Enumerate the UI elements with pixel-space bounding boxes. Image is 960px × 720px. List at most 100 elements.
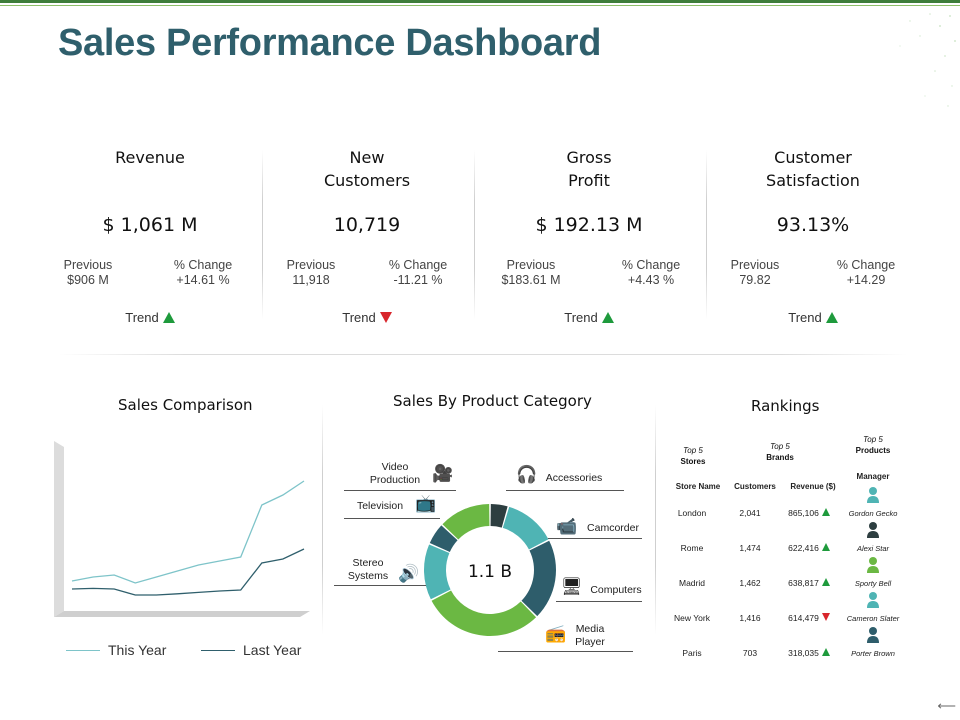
kpi-trend: Trend xyxy=(494,310,684,325)
change-value: +14.29 xyxy=(846,273,886,287)
manager-avatar-icon xyxy=(866,556,880,573)
kpi-value: 10,719 xyxy=(333,214,401,236)
trend-label: Trend xyxy=(342,310,376,325)
series-line-last-year xyxy=(71,548,305,596)
sales-comparison-title: Sales Comparison xyxy=(118,396,253,414)
stereo-icon: 🔊 xyxy=(398,564,420,583)
label-leader-line xyxy=(344,518,440,519)
customer-count: 703 xyxy=(742,648,758,658)
product-category-title: Sales By Product Category xyxy=(393,392,592,410)
change-value: +14.61 % xyxy=(176,273,230,287)
video-camera-icon: 🎥 xyxy=(432,464,454,483)
kpi-title: Gross Profit xyxy=(566,148,612,190)
kpi-customer-satisfaction: Customer Satisfaction 93.13% Previous 79.… xyxy=(718,140,908,340)
kpi-change: % Change +14.61 % xyxy=(158,258,248,288)
revenue-value: 865,106 xyxy=(780,508,838,518)
top-accent-line xyxy=(0,5,960,6)
kpi-title: Customer Satisfaction xyxy=(766,148,860,190)
customer-count: 2,041 xyxy=(739,508,761,518)
trend-label: Trend xyxy=(125,310,159,325)
label-television: Television xyxy=(356,500,404,512)
trend-up-icon xyxy=(821,508,830,516)
rankings-title: Rankings xyxy=(751,397,820,415)
legend-label: This Year xyxy=(108,642,167,658)
trend-up-icon xyxy=(821,578,830,586)
change-label: % Change xyxy=(388,258,448,272)
donut-slice-0 xyxy=(490,504,508,528)
manager-avatar-icon xyxy=(866,521,880,538)
label-camcorder: Camcorder xyxy=(587,522,639,534)
legend-line-icon xyxy=(201,650,235,651)
kpi-new-customers: New Customers 10,719 Previous 11,918 % Ch… xyxy=(272,140,462,340)
change-label: % Change xyxy=(836,258,896,272)
kpi-divider xyxy=(706,150,707,320)
kpi-value: $ 1,061 M xyxy=(102,214,198,236)
legend-this-year: This Year xyxy=(66,642,166,658)
manager-avatar-icon xyxy=(866,626,880,643)
kpi-change: % Change -11.21 % xyxy=(373,258,463,288)
page-title: Sales Performance Dashboard xyxy=(58,22,602,64)
kpi-revenue: Revenue $ 1,061 M Previous $906 M % Chang… xyxy=(55,140,245,340)
label-leader-line xyxy=(334,585,426,586)
header-line: Products xyxy=(855,446,891,455)
manager-avatar-icon xyxy=(866,591,880,608)
kpi-previous: Previous $906 M xyxy=(43,258,133,288)
donut-center-label: 1.1 B xyxy=(467,562,513,582)
header-line: Top 5 xyxy=(770,442,790,451)
manager-name: Gordon Gecko xyxy=(848,509,898,518)
change-label: % Change xyxy=(621,258,681,272)
camcorder-icon: 📹 xyxy=(556,517,578,536)
kpi-previous: Previous $183.61 M xyxy=(486,258,576,288)
legend-line-icon xyxy=(66,650,100,651)
col-revenue: Revenue ($) xyxy=(790,482,836,491)
donut-slice-6 xyxy=(442,504,490,540)
computer-icon: 🖥 xyxy=(561,577,583,596)
label-computers: Computers xyxy=(590,584,642,596)
trend-down-icon xyxy=(379,312,392,323)
trend-label: Trend xyxy=(788,310,822,325)
donut-slice-1 xyxy=(502,506,549,550)
manager-name: Porter Brown xyxy=(851,649,895,658)
headset-icon: 🎧 xyxy=(516,465,538,484)
manager-avatar-icon xyxy=(866,486,880,503)
col-manager: Manager xyxy=(856,472,890,481)
previous-label: Previous xyxy=(63,258,113,272)
donut-slice-2 xyxy=(521,540,556,617)
manager-name: Cameron Slater xyxy=(846,614,900,623)
trend-down-icon xyxy=(821,613,830,621)
section-divider xyxy=(655,405,656,635)
manager-name: Alexi Star xyxy=(856,544,890,553)
trend-up-icon xyxy=(825,312,838,323)
label-accessories: Accessories xyxy=(545,472,603,484)
donut-slice-3 xyxy=(431,590,537,636)
kpi-title: Revenue xyxy=(115,148,185,167)
product-category-donut xyxy=(424,504,556,636)
legend-last-year: Last Year xyxy=(201,642,301,658)
store-name: Madrid xyxy=(679,578,705,588)
television-icon: 📺 xyxy=(415,494,437,513)
top-accent-bar xyxy=(0,0,960,3)
store-name: Rome xyxy=(680,543,704,553)
sales-comparison-chart xyxy=(54,441,310,617)
donut-slice-5 xyxy=(429,525,458,553)
trend-up-icon xyxy=(821,648,830,656)
kpi-trend: Trend xyxy=(272,310,462,325)
label-stereo-systems: Stereo Systems xyxy=(347,557,389,582)
customer-count: 1,416 xyxy=(739,613,761,623)
section-divider xyxy=(58,354,908,355)
change-value: -11.21 % xyxy=(393,273,443,287)
top-products-header: Top 5 Products xyxy=(848,434,898,456)
kpi-title: New Customers xyxy=(323,148,411,190)
trend-up-icon xyxy=(601,312,614,323)
kpi-divider xyxy=(474,150,475,320)
previous-label: Previous xyxy=(730,258,780,272)
revenue-value: 622,416 xyxy=(780,543,838,553)
store-name: London xyxy=(677,508,707,518)
label-leader-line xyxy=(498,651,633,652)
chart-floor xyxy=(54,611,310,617)
previous-value: $183.61 M xyxy=(501,273,561,287)
kpi-gross-profit: Gross Profit $ 192.13 M Previous $183.61 … xyxy=(494,140,684,340)
back-arrow-icon[interactable]: ⟵ xyxy=(937,698,956,713)
previous-label: Previous xyxy=(286,258,336,272)
customer-count: 1,474 xyxy=(739,543,761,553)
